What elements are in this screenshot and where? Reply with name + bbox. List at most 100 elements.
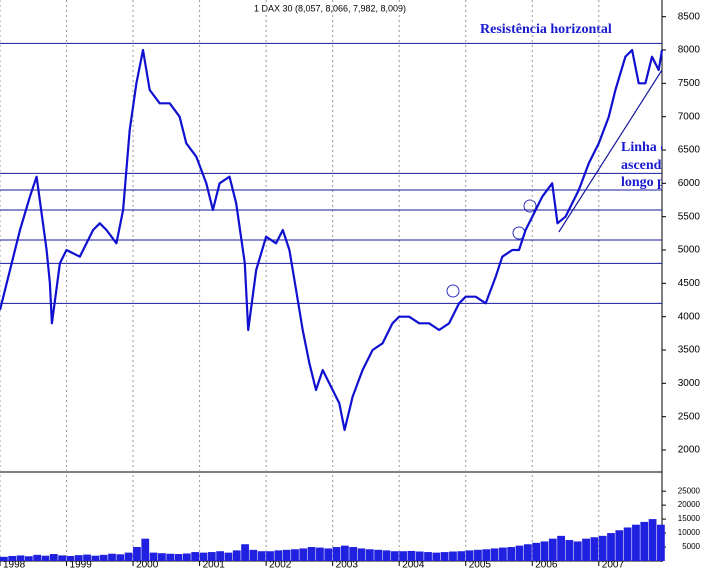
volume-bar: [382, 550, 391, 561]
volume-bar: [191, 552, 200, 561]
volume-bar: [615, 530, 624, 561]
volume-bar: [257, 551, 266, 561]
x-tick-label: 2003: [336, 560, 359, 570]
volume-bar: [266, 551, 274, 561]
volume-bar: [640, 521, 649, 561]
volume-bar: [490, 548, 499, 561]
x-tick-label: 2007: [602, 560, 625, 570]
x-tick-label: 2006: [535, 560, 558, 570]
y-tick-label: 15000: [678, 514, 701, 523]
volume-bar: [0, 556, 8, 561]
x-tick-label: 2001: [203, 560, 226, 570]
volume-bar: [124, 552, 133, 561]
volume-bar: [623, 527, 632, 561]
y-tick-label: 4000: [678, 311, 701, 322]
volume-bar: [133, 547, 141, 561]
volume-bar: [340, 545, 349, 561]
volume-bar: [349, 547, 358, 561]
volume-bar: [498, 547, 507, 561]
volume-bar: [174, 554, 183, 561]
volume-bar: [407, 550, 416, 561]
y-tick-label: 4500: [678, 278, 701, 289]
x-tick-label: 1998: [3, 560, 26, 570]
volume-bar: [598, 535, 607, 561]
x-tick-label: 2002: [269, 560, 292, 570]
volume-bar: [16, 555, 25, 561]
volume-bar: [182, 553, 191, 561]
annotation: longo p: [621, 175, 665, 190]
volume-bar: [548, 538, 557, 561]
volume-bar: [24, 556, 33, 561]
volume-bar: [582, 538, 590, 561]
volume-bar: [199, 552, 208, 561]
volume-bar: [99, 554, 108, 561]
y-tick-label: 20000: [678, 500, 701, 509]
volume-bar: [474, 549, 482, 561]
volume-bar: [141, 538, 150, 561]
volume-bar: [465, 550, 474, 561]
volume-bar: [457, 551, 466, 561]
volume-bar: [507, 547, 516, 561]
volume-bar: [365, 549, 374, 561]
y-tick-label: 2000: [678, 445, 701, 456]
volume-bar: [657, 524, 665, 561]
volume-bar: [116, 554, 125, 561]
volume-bar: [282, 549, 291, 561]
volume-bar: [66, 555, 75, 561]
volume-bar: [41, 555, 50, 561]
x-tick-label: 1999: [70, 560, 93, 570]
volume-bar: [33, 554, 42, 561]
volume-bar: [540, 541, 549, 561]
y-tick-label: 6000: [678, 178, 701, 189]
volume-bar: [332, 547, 341, 561]
x-tick-label: 2000: [136, 560, 159, 570]
y-tick-label: 7000: [678, 111, 701, 122]
volume-bar: [590, 537, 599, 561]
y-tick-label: 3000: [678, 378, 701, 389]
volume-bar: [557, 535, 565, 561]
volume-bar: [158, 553, 166, 561]
volume-bar: [207, 552, 216, 561]
volume-bar: [241, 544, 249, 561]
y-tick-label: 2500: [678, 411, 701, 422]
y-tick-label: 8500: [678, 11, 701, 22]
volume-bar: [390, 551, 399, 561]
volume-bar: [74, 555, 83, 561]
volume-bar: [357, 548, 366, 561]
volume-bar: [532, 542, 541, 561]
volume-bar: [49, 554, 58, 561]
volume-bar: [149, 552, 158, 561]
volume-bar: [316, 547, 324, 561]
volume-bar: [216, 551, 225, 561]
y-tick-label: 7500: [678, 78, 701, 89]
y-tick-label: 10000: [678, 528, 701, 537]
volume-bar: [565, 540, 574, 561]
volume-bar: [440, 552, 449, 561]
volume-bar: [415, 551, 424, 561]
volume-bar: [8, 555, 17, 561]
volume-bar: [249, 549, 258, 561]
volume-bar: [424, 552, 432, 561]
trend-line: [558, 69, 663, 233]
volume-bar: [166, 553, 175, 561]
volume-bar: [232, 550, 241, 561]
volume-bar: [399, 551, 407, 561]
volume-bar: [58, 555, 66, 561]
y-tick-label: 5000: [682, 542, 700, 551]
volume-bar: [83, 554, 91, 561]
volume-bar: [291, 549, 299, 561]
volume-bar: [299, 548, 308, 561]
volume-bar: [374, 549, 383, 561]
annotations: Resistência horizontal Linha d ascend lo…: [480, 22, 668, 190]
volume-bar: [274, 550, 283, 561]
volume-bar: [449, 551, 457, 561]
y-tick-label: 6500: [678, 145, 701, 156]
annotation: ascend: [621, 158, 662, 173]
volume-bar: [108, 553, 116, 561]
volume-bar: [648, 519, 657, 561]
smiley-icon: [446, 284, 460, 298]
volume-bar: [224, 552, 233, 561]
annotation: Linha d: [621, 140, 668, 155]
